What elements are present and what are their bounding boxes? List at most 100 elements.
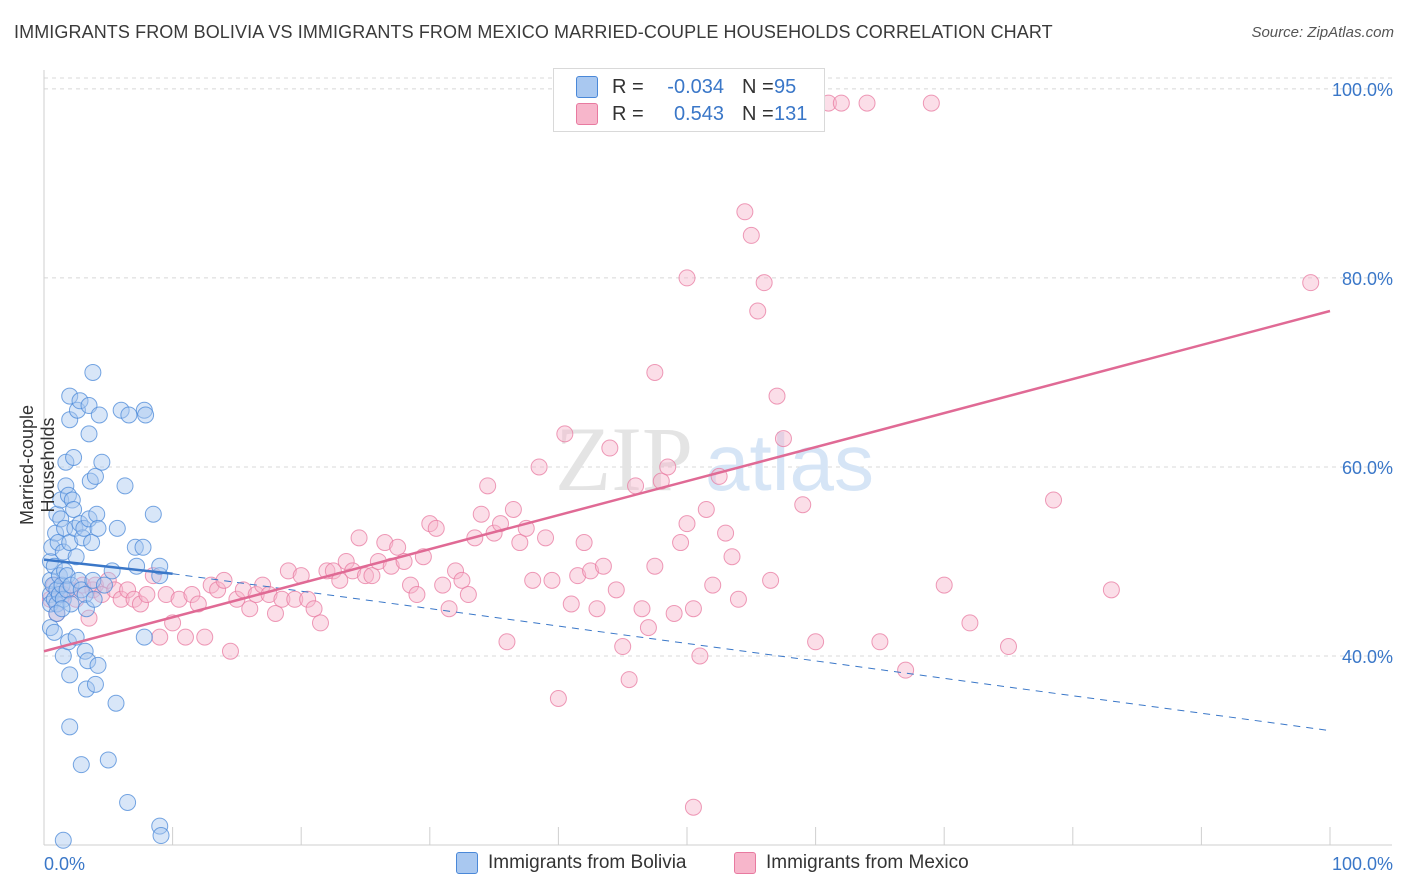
source-label: Source: ZipAtlas.com [1251, 24, 1394, 41]
bolivia-point [53, 600, 71, 618]
bolivia-points [41, 363, 170, 849]
r-value-bolivia: -0.034 [667, 75, 724, 98]
mexico-point [723, 548, 741, 566]
chart-title: IMMIGRANTS FROM BOLIVIA VS IMMIGRANTS FR… [14, 22, 1053, 42]
mexico-point [749, 302, 767, 320]
mexico-point [607, 581, 625, 599]
mexico-point [742, 226, 760, 244]
mexico-point [897, 661, 915, 679]
bolivia-trend-line [43, 558, 173, 575]
bolivia-point [119, 793, 137, 811]
n-label: N = [742, 75, 774, 98]
mexico-point [504, 500, 522, 518]
bolivia-point [79, 652, 97, 670]
legend-item-mexico[interactable]: Immigrants from Mexico [734, 852, 969, 874]
mexico-point [273, 590, 291, 608]
bolivia-point [61, 387, 79, 405]
bolivia-point [45, 623, 63, 641]
legend-label-bolivia: Immigrants from Bolivia [488, 852, 687, 873]
mexico-point [588, 600, 606, 618]
bolivia-point [152, 827, 170, 845]
bolivia-point [84, 363, 102, 381]
mexico-point [569, 567, 587, 585]
bolivia-point [72, 756, 90, 774]
mexico-point [119, 581, 137, 599]
mexico-point [807, 633, 825, 651]
legend-item-bolivia[interactable]: Immigrants from Bolivia [456, 852, 687, 874]
mexico-point [627, 477, 645, 495]
mexico-point [639, 619, 657, 637]
legend-row-mexico: R = 0.543 N = 131 [576, 101, 807, 127]
mexico-point [736, 203, 754, 221]
mexico-point [363, 567, 381, 585]
bolivia-point [65, 500, 83, 518]
legend-swatch-mexico [734, 852, 756, 874]
mexico-point [376, 534, 394, 552]
mexico-point [755, 274, 773, 292]
mexico-point [697, 500, 715, 518]
correlation-legend: R = -0.034 N = 95 R = 0.543 N = 131 [553, 68, 825, 132]
mexico-point [138, 586, 156, 604]
mexico-points [41, 94, 1320, 816]
mexico-point [665, 604, 683, 622]
legend-swatch-bolivia [576, 76, 598, 98]
mexico-point [357, 567, 374, 585]
mexico-point [80, 609, 98, 627]
mexico-point [537, 529, 555, 547]
mexico-point [871, 633, 889, 651]
n-label: N = [742, 102, 774, 125]
bolivia-point [144, 505, 162, 523]
mexico-point [646, 363, 664, 381]
mexico-point [279, 562, 297, 580]
mexico-point [543, 571, 561, 589]
bolivia-trend-extension [172, 573, 1331, 732]
r-label: R = [612, 75, 644, 98]
y-tick-label: 60.0% [1342, 458, 1393, 478]
bolivia-point [61, 718, 79, 736]
bolivia-point [95, 576, 113, 594]
mexico-point [774, 430, 792, 448]
mexico-point [311, 614, 329, 632]
mexico-point [1302, 274, 1320, 292]
mexico-point [562, 595, 580, 613]
x-tick-label: 0.0% [44, 854, 85, 874]
mexico-point [170, 590, 188, 608]
axes [43, 70, 1392, 846]
mexico-point [498, 633, 516, 651]
legend-swatch-mexico [576, 103, 598, 125]
mexico-point [266, 604, 284, 622]
mexico-point [299, 590, 317, 608]
mexico-point [672, 534, 690, 552]
mexico-point [729, 590, 747, 608]
bolivia-point [48, 604, 66, 622]
mexico-point [549, 690, 567, 708]
mexico-point [106, 581, 124, 599]
bolivia-point [86, 675, 104, 693]
bolivia-point [89, 519, 107, 537]
legend-label-mexico: Immigrants from Mexico [766, 852, 969, 873]
mexico-point [511, 534, 529, 552]
mexico-point [691, 647, 709, 665]
mexico-point [350, 529, 368, 547]
bolivia-point [76, 586, 94, 604]
bolivia-point [134, 538, 152, 556]
bolivia-point [86, 467, 104, 485]
r-value-mexico: 0.543 [673, 102, 724, 125]
mexico-trend-line [43, 309, 1331, 653]
series-legend: Immigrants from Bolivia Immigrants from … [0, 852, 1406, 878]
mexico-point [1045, 491, 1063, 509]
bolivia-point [53, 576, 71, 594]
mexico-point [151, 628, 169, 646]
mexico-point [440, 600, 458, 618]
bolivia-point [135, 628, 153, 646]
bolivia-point [85, 590, 103, 608]
bolivia-point [83, 534, 101, 552]
mexico-point [459, 586, 477, 604]
bolivia-point [54, 543, 72, 561]
mexico-point [453, 571, 471, 589]
mexico-point [684, 600, 702, 618]
mexico-point [112, 590, 130, 608]
bolivia-point [120, 406, 138, 424]
mexico-point [408, 586, 426, 604]
mexico-point [427, 519, 445, 537]
